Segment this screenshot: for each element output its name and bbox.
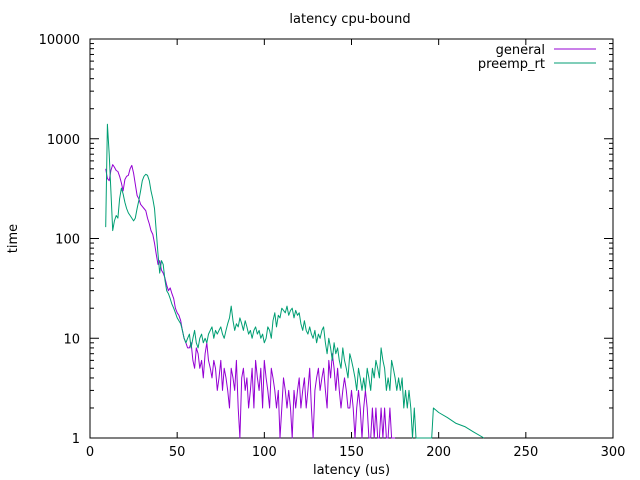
x-axis: 0 50 100 150 200 250 300 <box>86 39 626 460</box>
series-line-general <box>105 164 396 439</box>
y-tick-label: 1 <box>72 432 80 447</box>
plot-frame <box>89 38 614 439</box>
chart-title: latency cpu-bound <box>289 12 410 27</box>
legend-label: general <box>496 43 545 58</box>
x-axis-label: latency (us) <box>313 463 390 478</box>
series-layer <box>105 123 485 439</box>
y-tick-label: 10 <box>63 332 80 347</box>
x-tick-label: 50 <box>169 445 186 460</box>
x-tick-label: 250 <box>513 445 538 460</box>
y-tick-label: 100 <box>55 233 80 248</box>
series-line-preemp-rt <box>105 123 485 439</box>
y-tick-label: 10000 <box>39 33 80 48</box>
x-tick-label: 300 <box>601 445 626 460</box>
x-tick-label: 100 <box>252 445 277 460</box>
x-tick-label: 150 <box>339 445 364 460</box>
y-axis: 1 10 100 1000 10000 <box>39 33 613 447</box>
y-axis-label: time <box>6 224 21 253</box>
x-tick-label: 0 <box>86 445 94 460</box>
y-tick-label: 1000 <box>47 133 80 148</box>
legend-label: preemp_rt <box>478 57 545 72</box>
x-tick-label: 200 <box>426 445 451 460</box>
